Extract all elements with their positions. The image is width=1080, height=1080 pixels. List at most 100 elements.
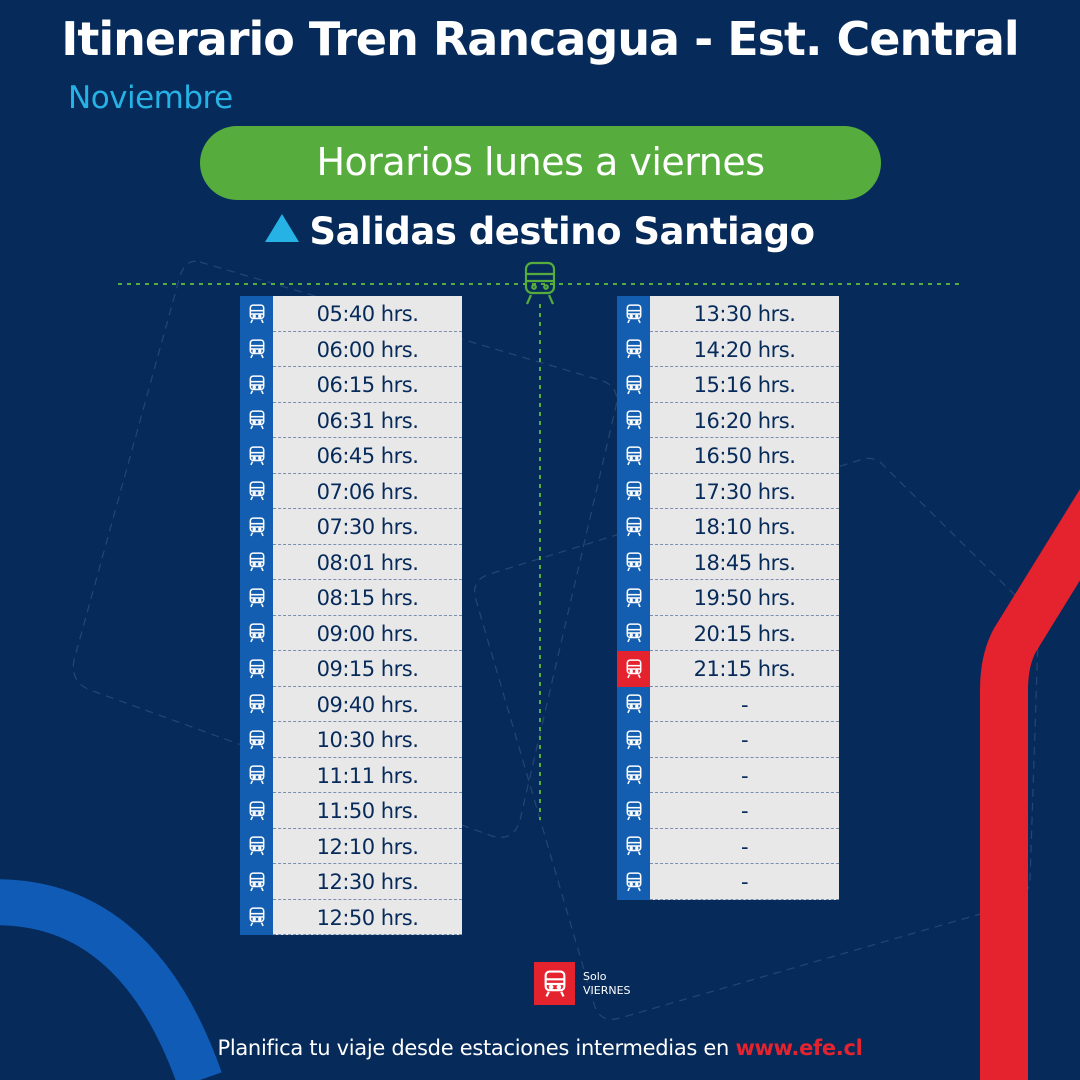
train-icon xyxy=(240,438,273,474)
train-icon xyxy=(617,544,650,580)
schedule-row: 16:50 hrs. xyxy=(617,438,839,474)
schedule-type-banner: Horarios lunes a viernes xyxy=(200,126,881,200)
departure-time: 11:11 hrs. xyxy=(273,757,462,793)
schedule-row: 19:50 hrs. xyxy=(617,580,839,616)
page-title: Itinerario Tren Rancagua - Est. Central xyxy=(61,12,1019,66)
schedule-row: 06:00 hrs. xyxy=(240,331,462,367)
schedule-row: 07:30 hrs. xyxy=(240,509,462,545)
departure-time: 14:20 hrs. xyxy=(650,331,839,367)
train-icon xyxy=(617,331,650,367)
train-icon xyxy=(617,757,650,793)
train-icon xyxy=(240,757,273,793)
departure-time: - xyxy=(650,793,839,829)
departure-time: 06:00 hrs. xyxy=(273,331,462,367)
schedule-column-right: 13:30 hrs. 14:20 hrs. 15:16 hrs. 16:20 hrs.… xyxy=(617,296,839,900)
schedule-row: 12:10 hrs. xyxy=(240,828,462,864)
departure-time: 12:50 hrs. xyxy=(273,899,462,935)
schedule-column-left: 05:40 hrs. 06:00 hrs. 06:15 hrs. 06:31 hrs.… xyxy=(240,296,462,935)
departure-time: 18:10 hrs. xyxy=(650,509,839,545)
train-icon xyxy=(240,402,273,438)
departure-time: 06:45 hrs. xyxy=(273,438,462,474)
train-icon xyxy=(617,615,650,651)
departure-time: 19:50 hrs. xyxy=(650,580,839,616)
departure-time: 15:16 hrs. xyxy=(650,367,839,403)
schedule-row: 15:16 hrs. xyxy=(617,367,839,403)
train-icon xyxy=(617,473,650,509)
train-icon xyxy=(617,828,650,864)
legend-line2: VIERNES xyxy=(583,983,631,997)
train-icon xyxy=(617,438,650,474)
train-icon xyxy=(617,580,650,616)
schedule-row: 07:06 hrs. xyxy=(240,473,462,509)
schedule-row: - xyxy=(617,828,839,864)
departure-time: - xyxy=(650,757,839,793)
schedule-row: 09:15 hrs. xyxy=(240,651,462,687)
train-icon xyxy=(240,899,273,935)
train-icon xyxy=(617,722,650,758)
departure-time: 16:50 hrs. xyxy=(650,438,839,474)
train-icon xyxy=(617,686,650,722)
direction-heading: Salidas destino Santiago xyxy=(0,210,1080,253)
departure-time: 12:30 hrs. xyxy=(273,864,462,900)
legend-text: Solo VIERNES xyxy=(583,970,631,998)
train-icon xyxy=(240,864,273,900)
train-icon xyxy=(240,793,273,829)
schedule-row: - xyxy=(617,864,839,900)
schedule-row: 14:20 hrs. xyxy=(617,331,839,367)
departure-time: 18:45 hrs. xyxy=(650,544,839,580)
track-train-icon xyxy=(524,261,556,305)
train-icon xyxy=(240,651,273,687)
departure-time: 05:40 hrs. xyxy=(273,296,462,332)
train-icon xyxy=(240,544,273,580)
departure-time: 11:50 hrs. xyxy=(273,793,462,829)
website-link[interactable]: www.efe.cl xyxy=(735,1036,863,1060)
month-label: Noviembre xyxy=(68,80,233,116)
train-icon xyxy=(617,509,650,545)
train-icon xyxy=(240,473,273,509)
departure-time: 13:30 hrs. xyxy=(650,296,839,332)
train-icon xyxy=(617,864,650,900)
schedule-row: 16:20 hrs. xyxy=(617,402,839,438)
schedule-row: 21:15 hrs. xyxy=(617,651,839,687)
departure-time: - xyxy=(650,828,839,864)
train-icon xyxy=(240,331,273,367)
departure-time: 08:01 hrs. xyxy=(273,544,462,580)
schedule-row: 09:00 hrs. xyxy=(240,615,462,651)
train-icon xyxy=(617,651,650,687)
train-icon xyxy=(240,367,273,403)
train-icon xyxy=(240,296,273,332)
schedule-row: - xyxy=(617,793,839,829)
schedule-row: - xyxy=(617,722,839,758)
departure-time: 07:06 hrs. xyxy=(273,473,462,509)
schedule-row: 11:11 hrs. xyxy=(240,757,462,793)
departure-time: 07:30 hrs. xyxy=(273,509,462,545)
departure-time: 12:10 hrs. xyxy=(273,828,462,864)
schedule-row: - xyxy=(617,757,839,793)
departure-time: 09:15 hrs. xyxy=(273,651,462,687)
schedule-row: 06:45 hrs. xyxy=(240,438,462,474)
departure-time: 06:31 hrs. xyxy=(273,402,462,438)
train-icon xyxy=(617,793,650,829)
departure-time: 10:30 hrs. xyxy=(273,722,462,758)
footer: Planifica tu viaje desde estaciones inte… xyxy=(0,1036,1080,1060)
schedule-row: 09:40 hrs. xyxy=(240,686,462,722)
train-icon xyxy=(240,828,273,864)
train-icon xyxy=(240,615,273,651)
schedule-row: 12:50 hrs. xyxy=(240,899,462,935)
schedule-row: 10:30 hrs. xyxy=(240,722,462,758)
departure-time: 17:30 hrs. xyxy=(650,473,839,509)
legend-train-icon xyxy=(534,962,575,1005)
schedule-row: 17:30 hrs. xyxy=(617,473,839,509)
departure-time: 21:15 hrs. xyxy=(650,651,839,687)
schedule-row: 20:15 hrs. xyxy=(617,615,839,651)
train-icon xyxy=(617,402,650,438)
schedule-row: 05:40 hrs. xyxy=(240,296,462,332)
schedule-row: 13:30 hrs. xyxy=(617,296,839,332)
departure-time: 09:40 hrs. xyxy=(273,686,462,722)
departure-time: - xyxy=(650,686,839,722)
schedule-row: 12:30 hrs. xyxy=(240,864,462,900)
footer-text: Planifica tu viaje desde estaciones inte… xyxy=(217,1036,736,1060)
legend-line1: Solo xyxy=(583,969,607,983)
